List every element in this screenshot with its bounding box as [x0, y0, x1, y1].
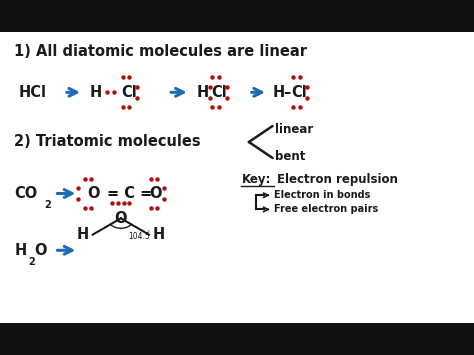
Text: –: – [283, 85, 290, 100]
Text: H: H [77, 227, 89, 242]
Text: H: H [90, 85, 102, 100]
Text: 2) Triatomic molecules: 2) Triatomic molecules [14, 135, 201, 149]
Text: CO: CO [14, 186, 37, 201]
Text: O: O [115, 211, 127, 226]
Text: = C =: = C = [107, 186, 152, 201]
Text: HCl: HCl [19, 85, 47, 100]
Text: Electron in bonds: Electron in bonds [274, 190, 370, 200]
Text: H: H [14, 243, 27, 258]
FancyBboxPatch shape [0, 32, 474, 323]
Text: H: H [197, 85, 209, 100]
Text: O: O [88, 186, 100, 201]
Text: Free electron pairs: Free electron pairs [274, 204, 378, 214]
Text: O: O [149, 186, 162, 201]
Text: bent: bent [275, 150, 305, 163]
Text: Cl: Cl [292, 85, 307, 100]
Text: Cl: Cl [121, 85, 137, 100]
Text: Key:: Key: [242, 173, 271, 186]
Text: Cl: Cl [211, 85, 227, 100]
Text: O: O [34, 243, 46, 258]
Text: Electron repulsion: Electron repulsion [277, 173, 398, 186]
Text: 2: 2 [28, 257, 35, 267]
Text: 2: 2 [44, 200, 51, 210]
Text: H: H [153, 227, 165, 242]
Text: 104.5: 104.5 [128, 232, 150, 241]
Text: linear: linear [275, 123, 313, 136]
Text: H: H [273, 85, 285, 100]
Text: °: ° [146, 230, 149, 235]
Text: 1) All diatomic molecules are linear: 1) All diatomic molecules are linear [14, 44, 307, 59]
